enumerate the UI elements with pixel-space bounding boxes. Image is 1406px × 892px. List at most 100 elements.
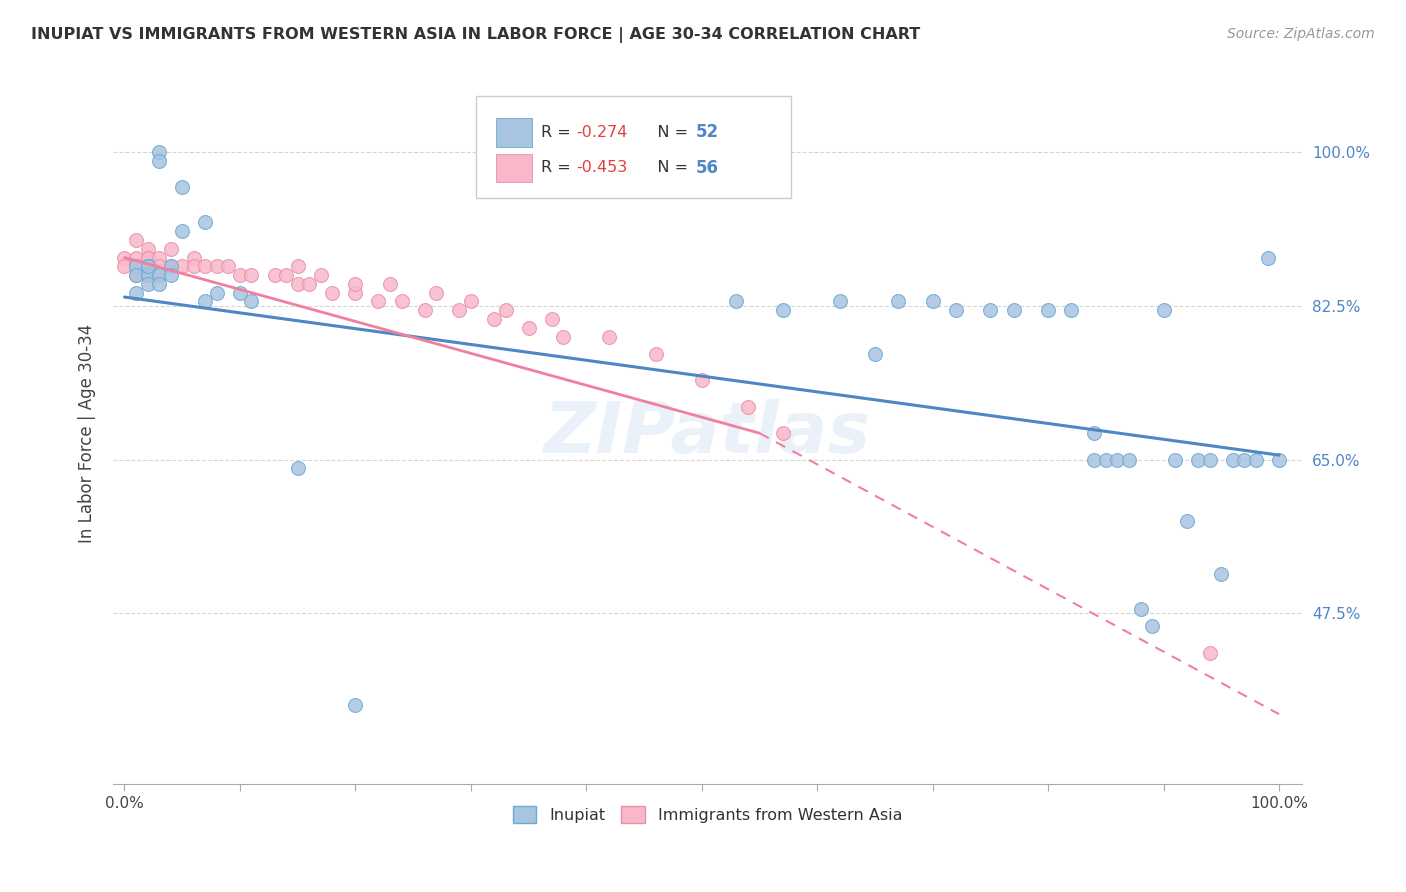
- Point: [1257, 251, 1279, 265]
- Point: [945, 303, 967, 318]
- Point: [205, 285, 228, 300]
- Text: R =: R =: [541, 160, 576, 175]
- Point: [136, 260, 159, 274]
- Point: [183, 251, 205, 265]
- Point: [1095, 452, 1118, 467]
- Point: [367, 294, 389, 309]
- Point: [309, 268, 332, 282]
- Point: [1129, 601, 1152, 615]
- Point: [413, 303, 436, 318]
- Point: [136, 260, 159, 274]
- Point: [979, 303, 1001, 318]
- Point: [1244, 452, 1267, 467]
- Point: [114, 251, 136, 265]
- Point: [136, 268, 159, 282]
- Point: [114, 260, 136, 274]
- Point: [1198, 646, 1220, 660]
- Point: [598, 329, 620, 343]
- Point: [136, 260, 159, 274]
- Point: [194, 215, 217, 229]
- Text: N =: N =: [643, 160, 693, 175]
- Point: [240, 268, 263, 282]
- Point: [125, 268, 148, 282]
- Point: [136, 260, 159, 274]
- Point: [172, 260, 194, 274]
- Point: [495, 303, 517, 318]
- Point: [217, 260, 239, 274]
- Point: [205, 260, 228, 274]
- Point: [125, 260, 148, 274]
- Point: [1268, 452, 1291, 467]
- Text: -0.274: -0.274: [576, 125, 628, 140]
- Point: [240, 294, 263, 309]
- Point: [148, 268, 170, 282]
- Point: [344, 277, 367, 291]
- Point: [1140, 619, 1163, 633]
- Point: [1164, 452, 1187, 467]
- Point: [148, 260, 170, 274]
- Point: [194, 260, 217, 274]
- Point: [194, 294, 217, 309]
- Point: [136, 268, 159, 282]
- Point: [159, 260, 181, 274]
- Point: [229, 285, 252, 300]
- Point: [344, 285, 367, 300]
- Point: [148, 251, 170, 265]
- Point: [287, 277, 309, 291]
- Point: [425, 285, 447, 300]
- Point: [391, 294, 413, 309]
- Point: [159, 268, 181, 282]
- Text: ZIPatlas: ZIPatlas: [544, 399, 872, 467]
- Y-axis label: In Labor Force | Age 30-34: In Labor Force | Age 30-34: [79, 324, 96, 542]
- Point: [1153, 303, 1175, 318]
- Point: [321, 285, 343, 300]
- Text: -0.453: -0.453: [576, 160, 628, 175]
- Point: [148, 277, 170, 291]
- Point: [125, 251, 148, 265]
- FancyBboxPatch shape: [475, 96, 790, 198]
- Point: [1198, 452, 1220, 467]
- Point: [125, 260, 148, 274]
- Point: [159, 260, 181, 274]
- Point: [772, 303, 794, 318]
- Point: [125, 268, 148, 282]
- Text: N =: N =: [643, 125, 693, 140]
- Point: [1083, 426, 1105, 441]
- Point: [276, 268, 298, 282]
- Point: [1083, 452, 1105, 467]
- Point: [1036, 303, 1059, 318]
- Point: [136, 268, 159, 282]
- Point: [1233, 452, 1256, 467]
- Point: [482, 312, 505, 326]
- Point: [644, 347, 666, 361]
- Point: [298, 277, 321, 291]
- Point: [159, 242, 181, 256]
- Text: Source: ZipAtlas.com: Source: ZipAtlas.com: [1227, 27, 1375, 41]
- Bar: [496, 153, 531, 182]
- Point: [125, 260, 148, 274]
- Point: [125, 285, 148, 300]
- Point: [737, 400, 759, 414]
- Point: [287, 260, 309, 274]
- Point: [1187, 452, 1209, 467]
- Text: INUPIAT VS IMMIGRANTS FROM WESTERN ASIA IN LABOR FORCE | AGE 30-34 CORRELATION C: INUPIAT VS IMMIGRANTS FROM WESTERN ASIA …: [31, 27, 920, 43]
- Point: [863, 347, 886, 361]
- Point: [830, 294, 852, 309]
- Point: [125, 233, 148, 247]
- Point: [1107, 452, 1129, 467]
- Bar: [496, 119, 531, 146]
- Point: [172, 180, 194, 194]
- Point: [1002, 303, 1025, 318]
- Point: [1175, 514, 1198, 528]
- Point: [229, 268, 252, 282]
- Point: [148, 268, 170, 282]
- Point: [183, 260, 205, 274]
- Point: [887, 294, 910, 309]
- Point: [172, 224, 194, 238]
- Point: [136, 251, 159, 265]
- Point: [287, 461, 309, 475]
- Point: [1118, 452, 1140, 467]
- Point: [690, 374, 713, 388]
- Text: 52: 52: [696, 123, 718, 142]
- Legend: Inupiat, Immigrants from Western Asia: Inupiat, Immigrants from Western Asia: [506, 800, 910, 830]
